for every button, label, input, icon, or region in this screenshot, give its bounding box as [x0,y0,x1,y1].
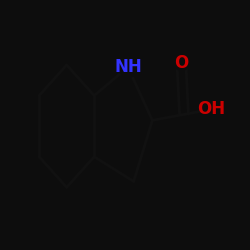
Text: OH: OH [197,100,225,118]
Text: NH: NH [114,58,142,76]
Text: O: O [174,54,188,72]
